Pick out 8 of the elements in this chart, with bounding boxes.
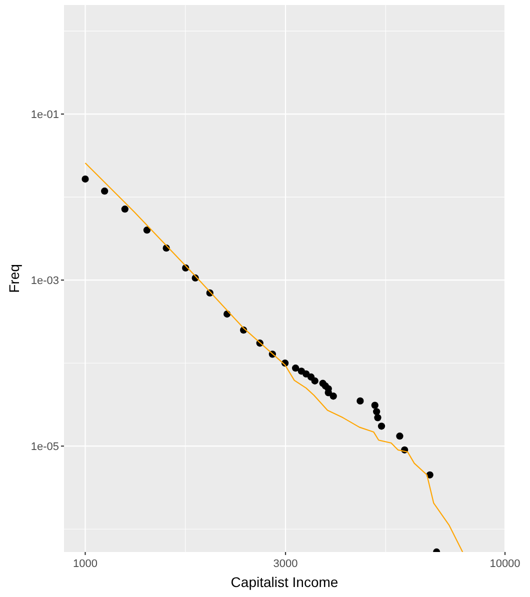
x-tick-label: 10000: [490, 558, 520, 570]
y-tick-label: 1e-01: [30, 108, 59, 121]
y-tick-label: 1e-03: [30, 274, 59, 287]
y-axis-title: Freq: [6, 264, 22, 293]
x-tick-label: 3000: [273, 558, 298, 570]
y-tick-label: 1e-05: [30, 440, 59, 453]
x-tick-label: 1000: [73, 558, 98, 570]
x-axis-title: Capitalist Income: [230, 574, 338, 590]
